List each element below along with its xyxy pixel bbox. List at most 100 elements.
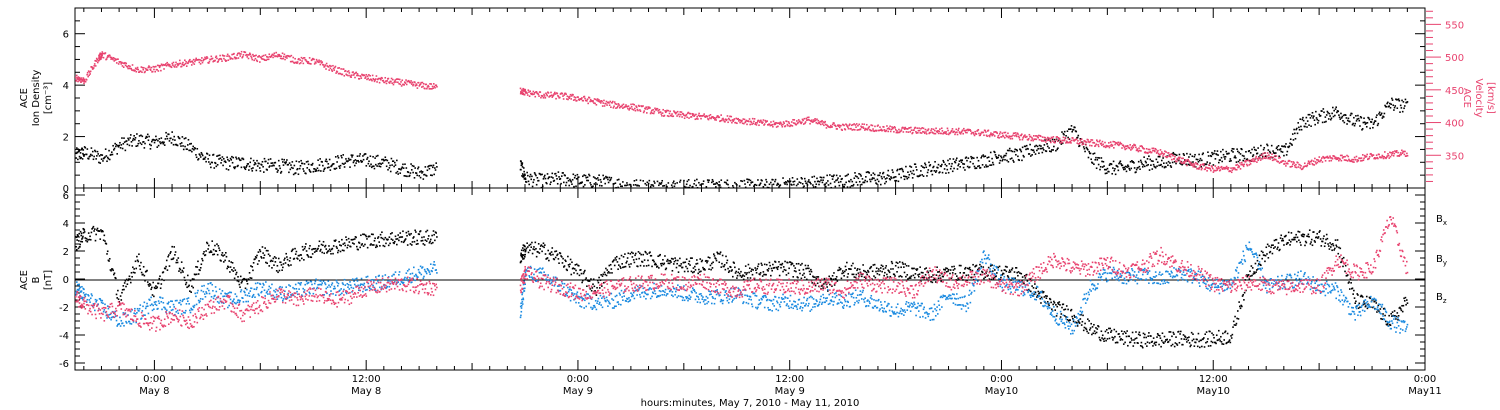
velocity-series-point [918, 127, 920, 129]
density-series-point [839, 175, 841, 177]
bx-series-point [383, 245, 386, 248]
density-series-point [619, 183, 621, 185]
density-series-point [199, 154, 201, 156]
bx-series-point [425, 240, 428, 242]
density-series-point [926, 175, 928, 177]
velocity-series-point [686, 116, 688, 119]
velocity-series-point [985, 134, 988, 137]
velocity-series-point [1191, 164, 1194, 166]
density-series-point [934, 160, 936, 163]
velocity-series-point [1094, 144, 1097, 147]
density-series-point [614, 182, 617, 185]
density-series-point [1147, 163, 1149, 166]
velocity-series-point [1290, 161, 1293, 163]
density-series-point [774, 180, 776, 183]
density-series-point [1306, 120, 1309, 122]
density-series-point [1235, 161, 1238, 163]
bx-series-point [76, 234, 79, 236]
density-series-point [344, 162, 347, 164]
bx-series-point [132, 271, 135, 274]
velocity-series-point [432, 87, 434, 90]
velocity-series-point [110, 58, 112, 60]
density-series-point [965, 156, 968, 159]
velocity-series-point [327, 66, 330, 68]
velocity-series-point [1003, 131, 1005, 134]
density-series-point [1342, 114, 1345, 117]
velocity-series-point [1179, 160, 1182, 163]
velocity-series-point [1376, 156, 1379, 159]
density-series-point [421, 172, 423, 174]
density-series-point [685, 186, 687, 189]
density-series-point [76, 147, 78, 149]
density-series-point [217, 154, 220, 157]
velocity-series-point [655, 109, 658, 111]
density-series-point [165, 135, 168, 138]
density-series-point [1067, 128, 1070, 131]
density-series-point [1071, 130, 1073, 133]
bx-series-point [293, 257, 296, 260]
velocity-series-point [905, 127, 907, 130]
density-series-point [105, 155, 108, 157]
density-series-point [1040, 147, 1043, 150]
velocity-series-point [289, 60, 292, 63]
velocity-series-point [1335, 158, 1338, 161]
bx-series-point [77, 235, 79, 237]
density-series-point [1323, 121, 1326, 123]
density-series-point [1122, 168, 1125, 171]
density-series-point [904, 175, 907, 178]
density-series-point [951, 162, 953, 165]
velocity-series-point [573, 96, 576, 98]
velocity-series-point [822, 121, 825, 123]
velocity-series-point [870, 124, 872, 126]
velocity-series-point [318, 59, 320, 62]
density-series-point [347, 160, 349, 162]
density-series-point [648, 179, 651, 182]
velocity-series-point [1179, 156, 1181, 159]
bx-series-point [370, 233, 373, 236]
velocity-series-point [634, 107, 636, 110]
bx-series-point [622, 256, 625, 258]
velocity-series-point [659, 111, 662, 113]
density-series-point [117, 146, 120, 148]
velocity-series-point [1359, 157, 1362, 160]
velocity-series-point [969, 130, 972, 132]
density-series-point [596, 183, 598, 186]
velocity-series-point [923, 132, 926, 135]
density-series-point [198, 153, 201, 155]
velocity-series-point [882, 126, 885, 128]
density-series-point [330, 164, 333, 167]
velocity-series-point [989, 134, 992, 136]
velocity-series-point [980, 132, 982, 135]
density-series-point [421, 171, 424, 173]
velocity-series-point [1001, 132, 1004, 135]
density-series-point [1156, 161, 1159, 164]
density-series-point [1025, 144, 1028, 147]
density-series-point [1291, 133, 1294, 135]
density-series-point [1000, 156, 1003, 159]
velocity-series-point [113, 60, 116, 62]
density-series-point [218, 158, 220, 160]
velocity-series-point [616, 106, 618, 109]
density-series-point [587, 179, 590, 182]
density-series-point [1352, 122, 1354, 125]
bx-series-point [527, 251, 530, 254]
density-series-point [553, 179, 556, 182]
velocity-series-point [392, 83, 395, 86]
bx-series-point [620, 267, 622, 269]
density-series-point [1289, 142, 1291, 145]
velocity-series-point [1169, 154, 1171, 156]
velocity-series-point [847, 127, 850, 130]
velocity-series-point [977, 128, 980, 131]
density-series-point [1322, 108, 1325, 110]
density-series-point [1098, 157, 1101, 159]
velocity-series-point [1380, 156, 1383, 159]
bx-series-point [149, 284, 152, 286]
density-series-point [827, 184, 830, 186]
bx-series-point [309, 245, 311, 247]
density-series-point [666, 185, 668, 188]
bx-series-point [197, 273, 200, 275]
density-series-point [1331, 112, 1333, 115]
velocity-series-point [1089, 144, 1091, 147]
bx-series-point [415, 231, 417, 233]
bx-series-point [394, 240, 396, 243]
